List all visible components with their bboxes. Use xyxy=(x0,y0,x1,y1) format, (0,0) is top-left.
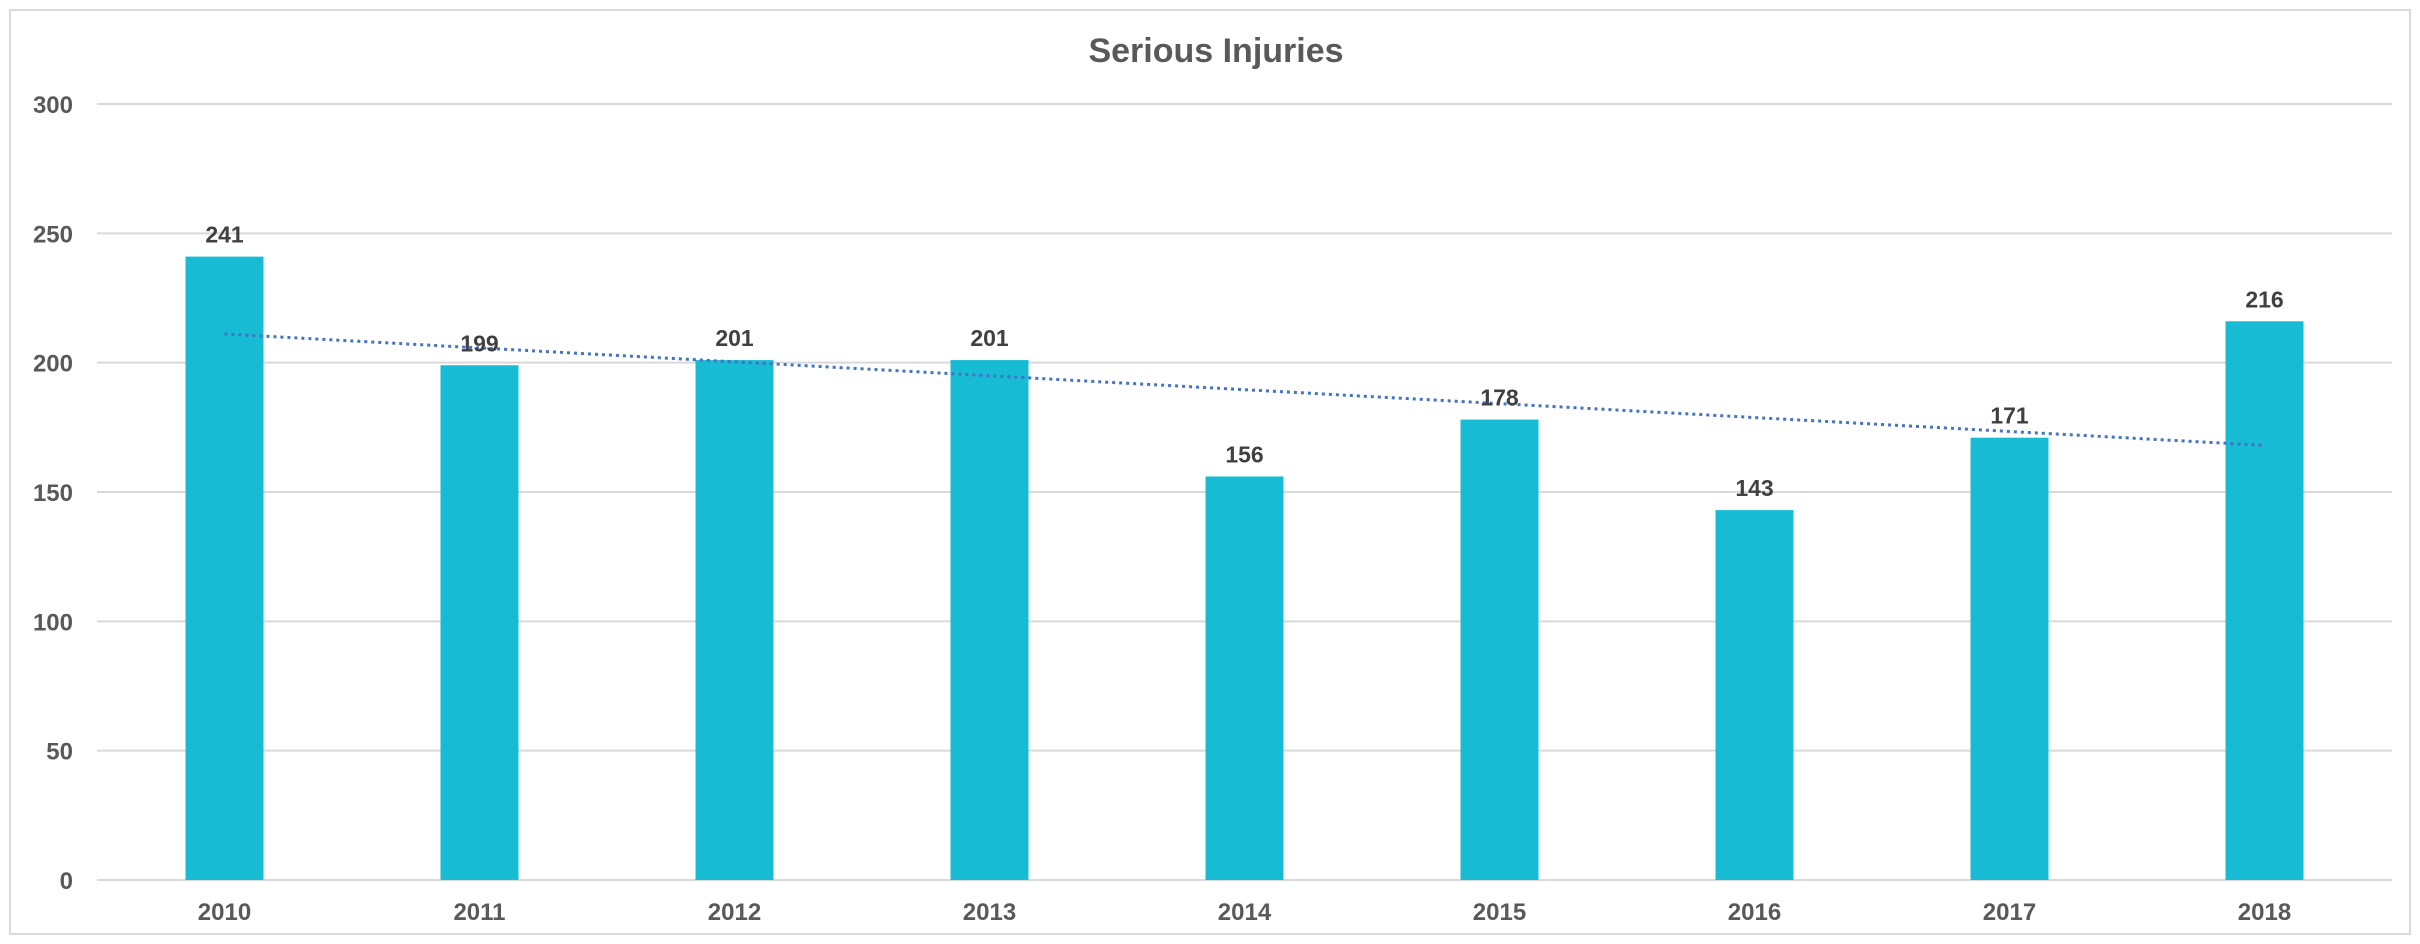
data-label-2012: 201 xyxy=(715,325,754,351)
data-labels: 241 199 201 201 156 178 143 171 216 xyxy=(205,222,2283,501)
bar-2011 xyxy=(440,365,519,881)
x-tick-label-2013: 2013 xyxy=(963,899,1016,926)
bar-2013 xyxy=(950,360,1029,881)
x-tick-label-2017: 2017 xyxy=(1983,899,2036,926)
x-tick-label-2014: 2014 xyxy=(1218,899,1272,926)
y-tick-label-150: 150 xyxy=(33,480,73,507)
data-label-2018: 216 xyxy=(2245,286,2283,312)
data-label-2016: 143 xyxy=(1735,475,1773,501)
chart-title: Serious Injuries xyxy=(1088,32,1343,70)
data-label-2013: 201 xyxy=(970,325,1009,351)
x-tick-label-2018: 2018 xyxy=(2238,899,2291,926)
bar-2010 xyxy=(185,256,264,880)
bar-2017 xyxy=(1970,437,2049,880)
x-axis-tick-labels: 2010 2011 2012 2013 2014 2015 2016 2017 2018 xyxy=(198,899,2291,926)
y-tick-label-250: 250 xyxy=(33,221,73,248)
bar-2016 xyxy=(1715,510,1794,880)
bar-2012 xyxy=(695,360,774,881)
bar-2015 xyxy=(1460,419,1539,880)
x-tick-label-2011: 2011 xyxy=(453,899,505,926)
bar-2014 xyxy=(1205,476,1284,880)
data-label-2014: 156 xyxy=(1225,441,1263,467)
data-label-2015: 178 xyxy=(1480,385,1519,411)
trendline xyxy=(224,332,2265,447)
x-tick-label-2016: 2016 xyxy=(1728,899,1781,926)
trendline-layer xyxy=(224,332,2265,447)
data-label-2010: 241 xyxy=(205,222,244,248)
y-tick-label-200: 200 xyxy=(33,351,73,378)
y-tick-label-50: 50 xyxy=(46,739,73,766)
y-tick-label-100: 100 xyxy=(33,609,73,636)
x-tick-label-2010: 2010 xyxy=(198,899,251,926)
data-label-2011: 199 xyxy=(460,330,498,356)
data-label-2017: 171 xyxy=(1990,403,2029,429)
x-tick-label-2015: 2015 xyxy=(1473,899,1526,926)
y-axis-tick-labels: 0 50 100 150 200 250 300 xyxy=(33,92,73,895)
y-tick-label-0: 0 xyxy=(60,868,73,895)
bars xyxy=(185,256,2304,881)
x-tick-label-2012: 2012 xyxy=(708,899,761,926)
y-tick-label-300: 300 xyxy=(33,92,73,119)
bar-2018 xyxy=(2225,321,2304,880)
